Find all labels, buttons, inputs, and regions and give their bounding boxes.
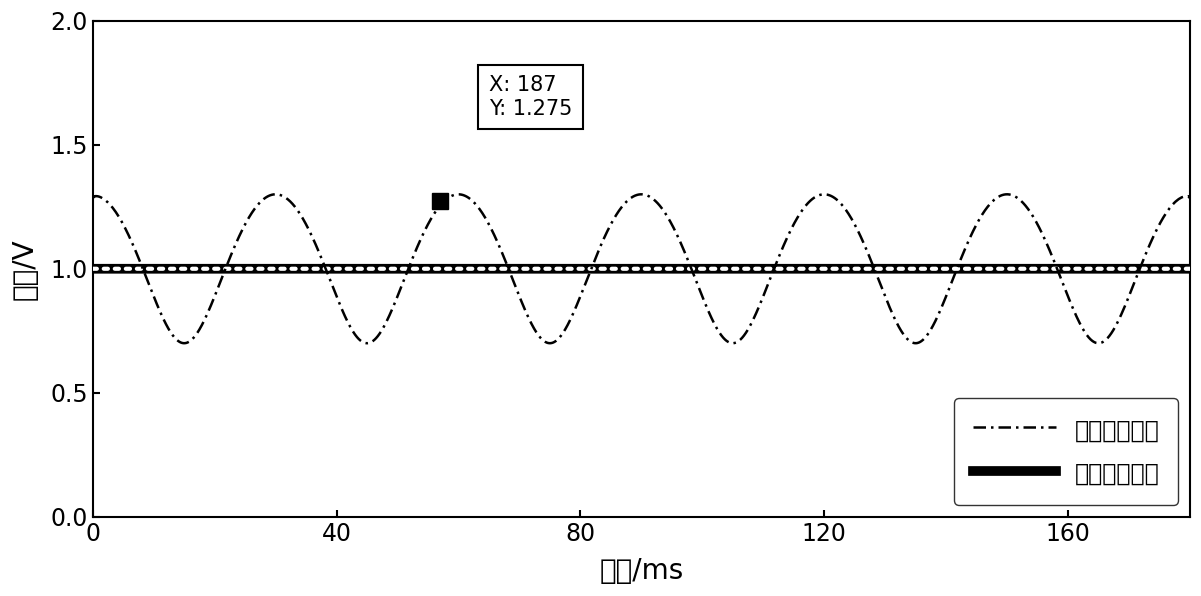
Text: X: 187
Y: 1.275: X: 187 Y: 1.275 xyxy=(489,76,573,119)
Legend: 含分数次谐波, 单纯正弦信号: 含分数次谐波, 单纯正弦信号 xyxy=(954,398,1178,505)
Y-axis label: 幅値/V: 幅値/V xyxy=(11,238,40,300)
X-axis label: 时间/ms: 时间/ms xyxy=(599,557,683,585)
